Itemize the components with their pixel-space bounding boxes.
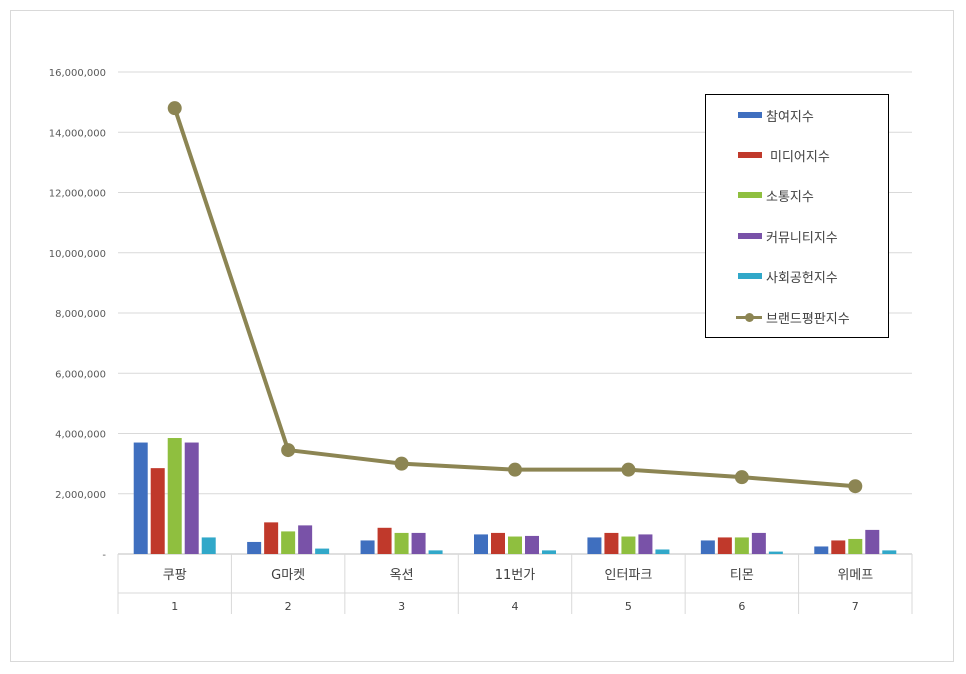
y-tick-label: 16,000,000 bbox=[49, 68, 106, 79]
bar bbox=[848, 538, 863, 554]
legend-item: 브랜드평판지수 bbox=[706, 307, 888, 327]
y-tick-label: 6,000,000 bbox=[55, 369, 106, 380]
line-point bbox=[621, 462, 636, 477]
line-point bbox=[167, 101, 182, 116]
legend-label: 사회공헌지수 bbox=[766, 271, 838, 286]
bar bbox=[184, 442, 199, 554]
bar bbox=[428, 550, 443, 554]
x-tick-label: 쿠팡 bbox=[163, 568, 187, 583]
y-tick-label: 2,000,000 bbox=[55, 490, 106, 501]
bar bbox=[264, 522, 279, 554]
legend-swatch bbox=[738, 112, 762, 118]
bar bbox=[638, 534, 653, 554]
bar bbox=[525, 535, 539, 554]
legend-marker bbox=[745, 313, 754, 322]
legend-swatch bbox=[738, 233, 762, 239]
y-tick-label: 14,000,000 bbox=[49, 128, 106, 139]
line-point bbox=[281, 443, 296, 458]
x-rank-label: 5 bbox=[625, 600, 632, 613]
bar bbox=[621, 536, 636, 554]
x-rank-label: 1 bbox=[171, 600, 178, 613]
x-rank-label: 7 bbox=[852, 600, 859, 613]
legend-label: 브랜드평판지수 bbox=[766, 312, 850, 327]
bar bbox=[474, 534, 488, 554]
bar bbox=[587, 537, 602, 554]
bar bbox=[201, 537, 216, 554]
x-tick-label: 위메프 bbox=[837, 568, 873, 583]
legend-label: 소통지수 bbox=[766, 190, 814, 205]
bar bbox=[831, 540, 846, 554]
legend-label: 미디어지수 bbox=[770, 150, 830, 165]
x-rank-label: 6 bbox=[738, 600, 745, 613]
legend-swatch bbox=[738, 273, 762, 279]
bar bbox=[377, 527, 392, 554]
legend-item: 커뮤니티지수 bbox=[706, 226, 888, 246]
legend-swatch bbox=[738, 192, 762, 198]
bar bbox=[360, 540, 375, 554]
legend-item: 소통지수 bbox=[706, 185, 888, 205]
x-tick-label: G마켓 bbox=[271, 568, 305, 583]
x-tick-label: 인터파크 bbox=[605, 568, 653, 583]
bar bbox=[150, 468, 165, 554]
y-tick-label: 4,000,000 bbox=[55, 430, 106, 441]
bar bbox=[717, 537, 732, 554]
bar bbox=[700, 540, 715, 554]
bar bbox=[247, 541, 262, 554]
y-tick-label: 10,000,000 bbox=[49, 249, 106, 260]
y-tick-label: 12,000,000 bbox=[49, 189, 106, 200]
bar bbox=[542, 550, 556, 554]
x-rank-label: 4 bbox=[512, 600, 519, 613]
legend-item: 참여지수 bbox=[706, 105, 888, 125]
bar bbox=[655, 549, 670, 554]
x-tick-label: 11번가 bbox=[495, 568, 536, 583]
bar bbox=[411, 532, 426, 554]
x-tick-label: 티몬 bbox=[730, 568, 754, 583]
bar bbox=[768, 551, 783, 554]
line-point bbox=[734, 470, 749, 485]
legend-item: 사회공헌지수 bbox=[706, 266, 888, 286]
legend: 참여지수 미디어지수 소통지수 커뮤니티지수 사회공헌지수 브랜드평판지수 bbox=[705, 94, 889, 338]
legend-label: 참여지수 bbox=[766, 110, 814, 125]
bar bbox=[133, 442, 148, 554]
bar bbox=[298, 525, 313, 554]
line-point bbox=[394, 456, 409, 471]
bar bbox=[508, 536, 522, 554]
line-point bbox=[508, 462, 522, 477]
y-tick-label: 8,000,000 bbox=[55, 309, 106, 320]
x-rank-label: 2 bbox=[285, 600, 292, 613]
y-tick-label: - bbox=[102, 550, 106, 561]
bar bbox=[604, 532, 619, 554]
bar bbox=[491, 532, 505, 554]
legend-item: 미디어지수 bbox=[706, 145, 888, 165]
x-rank-label: 3 bbox=[398, 600, 405, 613]
legend-swatch bbox=[738, 152, 762, 158]
bar bbox=[882, 550, 897, 554]
bar bbox=[281, 531, 296, 554]
bar bbox=[734, 537, 749, 554]
bar bbox=[167, 438, 182, 554]
bar bbox=[751, 532, 766, 554]
line-point bbox=[848, 479, 863, 494]
x-tick-label: 옥션 bbox=[390, 568, 414, 583]
bar bbox=[394, 532, 409, 554]
bar bbox=[315, 548, 330, 554]
bar bbox=[865, 529, 880, 554]
legend-label: 커뮤니티지수 bbox=[766, 231, 838, 246]
bar bbox=[814, 546, 829, 554]
